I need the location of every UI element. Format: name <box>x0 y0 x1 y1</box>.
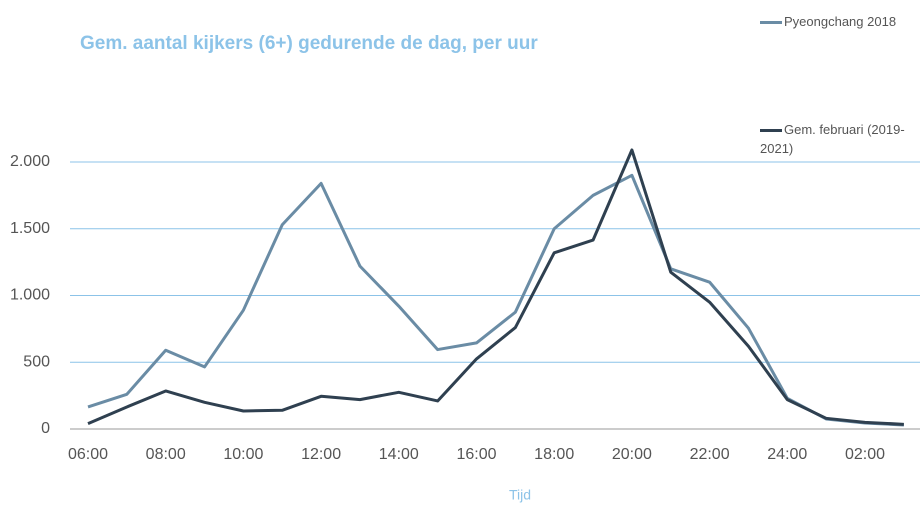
legend-label: Gem. februari (2019-2021) <box>760 122 905 156</box>
y-tick-label: 1.500 <box>10 220 50 237</box>
line-series <box>87 148 904 426</box>
line-series <box>87 173 904 427</box>
x-tick-label: 12:00 <box>301 446 341 463</box>
x-tick-label: 08:00 <box>146 446 186 463</box>
legend-entry: Gem. februari (2019-2021) <box>760 120 920 158</box>
chart-title: Gem. aantal kijkers (6+) gedurende de da… <box>80 33 538 54</box>
x-tick-label: 02:00 <box>845 446 885 463</box>
y-tick-label: 500 <box>23 353 50 370</box>
legend-label: Pyeongchang 2018 <box>784 14 897 29</box>
x-tick-label: 14:00 <box>379 446 419 463</box>
legend-swatch <box>760 129 782 133</box>
x-tick-label: 10:00 <box>223 446 263 463</box>
x-tick-label: 24:00 <box>767 446 807 463</box>
legend-entry: Pyeongchang 2018 <box>760 12 920 31</box>
y-tick-label: 1.000 <box>10 287 50 304</box>
x-tick-label: 06:00 <box>68 446 108 463</box>
x-tick-label: 16:00 <box>456 446 496 463</box>
x-axis-label: Tijd <box>509 487 531 503</box>
y-tick-label: 0 <box>41 420 50 437</box>
x-tick-label: 18:00 <box>534 446 574 463</box>
legend-swatch <box>760 21 782 25</box>
x-tick-label: 22:00 <box>690 446 730 463</box>
y-tick-label: 2.000 <box>10 153 50 170</box>
x-tick-label: 20:00 <box>612 446 652 463</box>
